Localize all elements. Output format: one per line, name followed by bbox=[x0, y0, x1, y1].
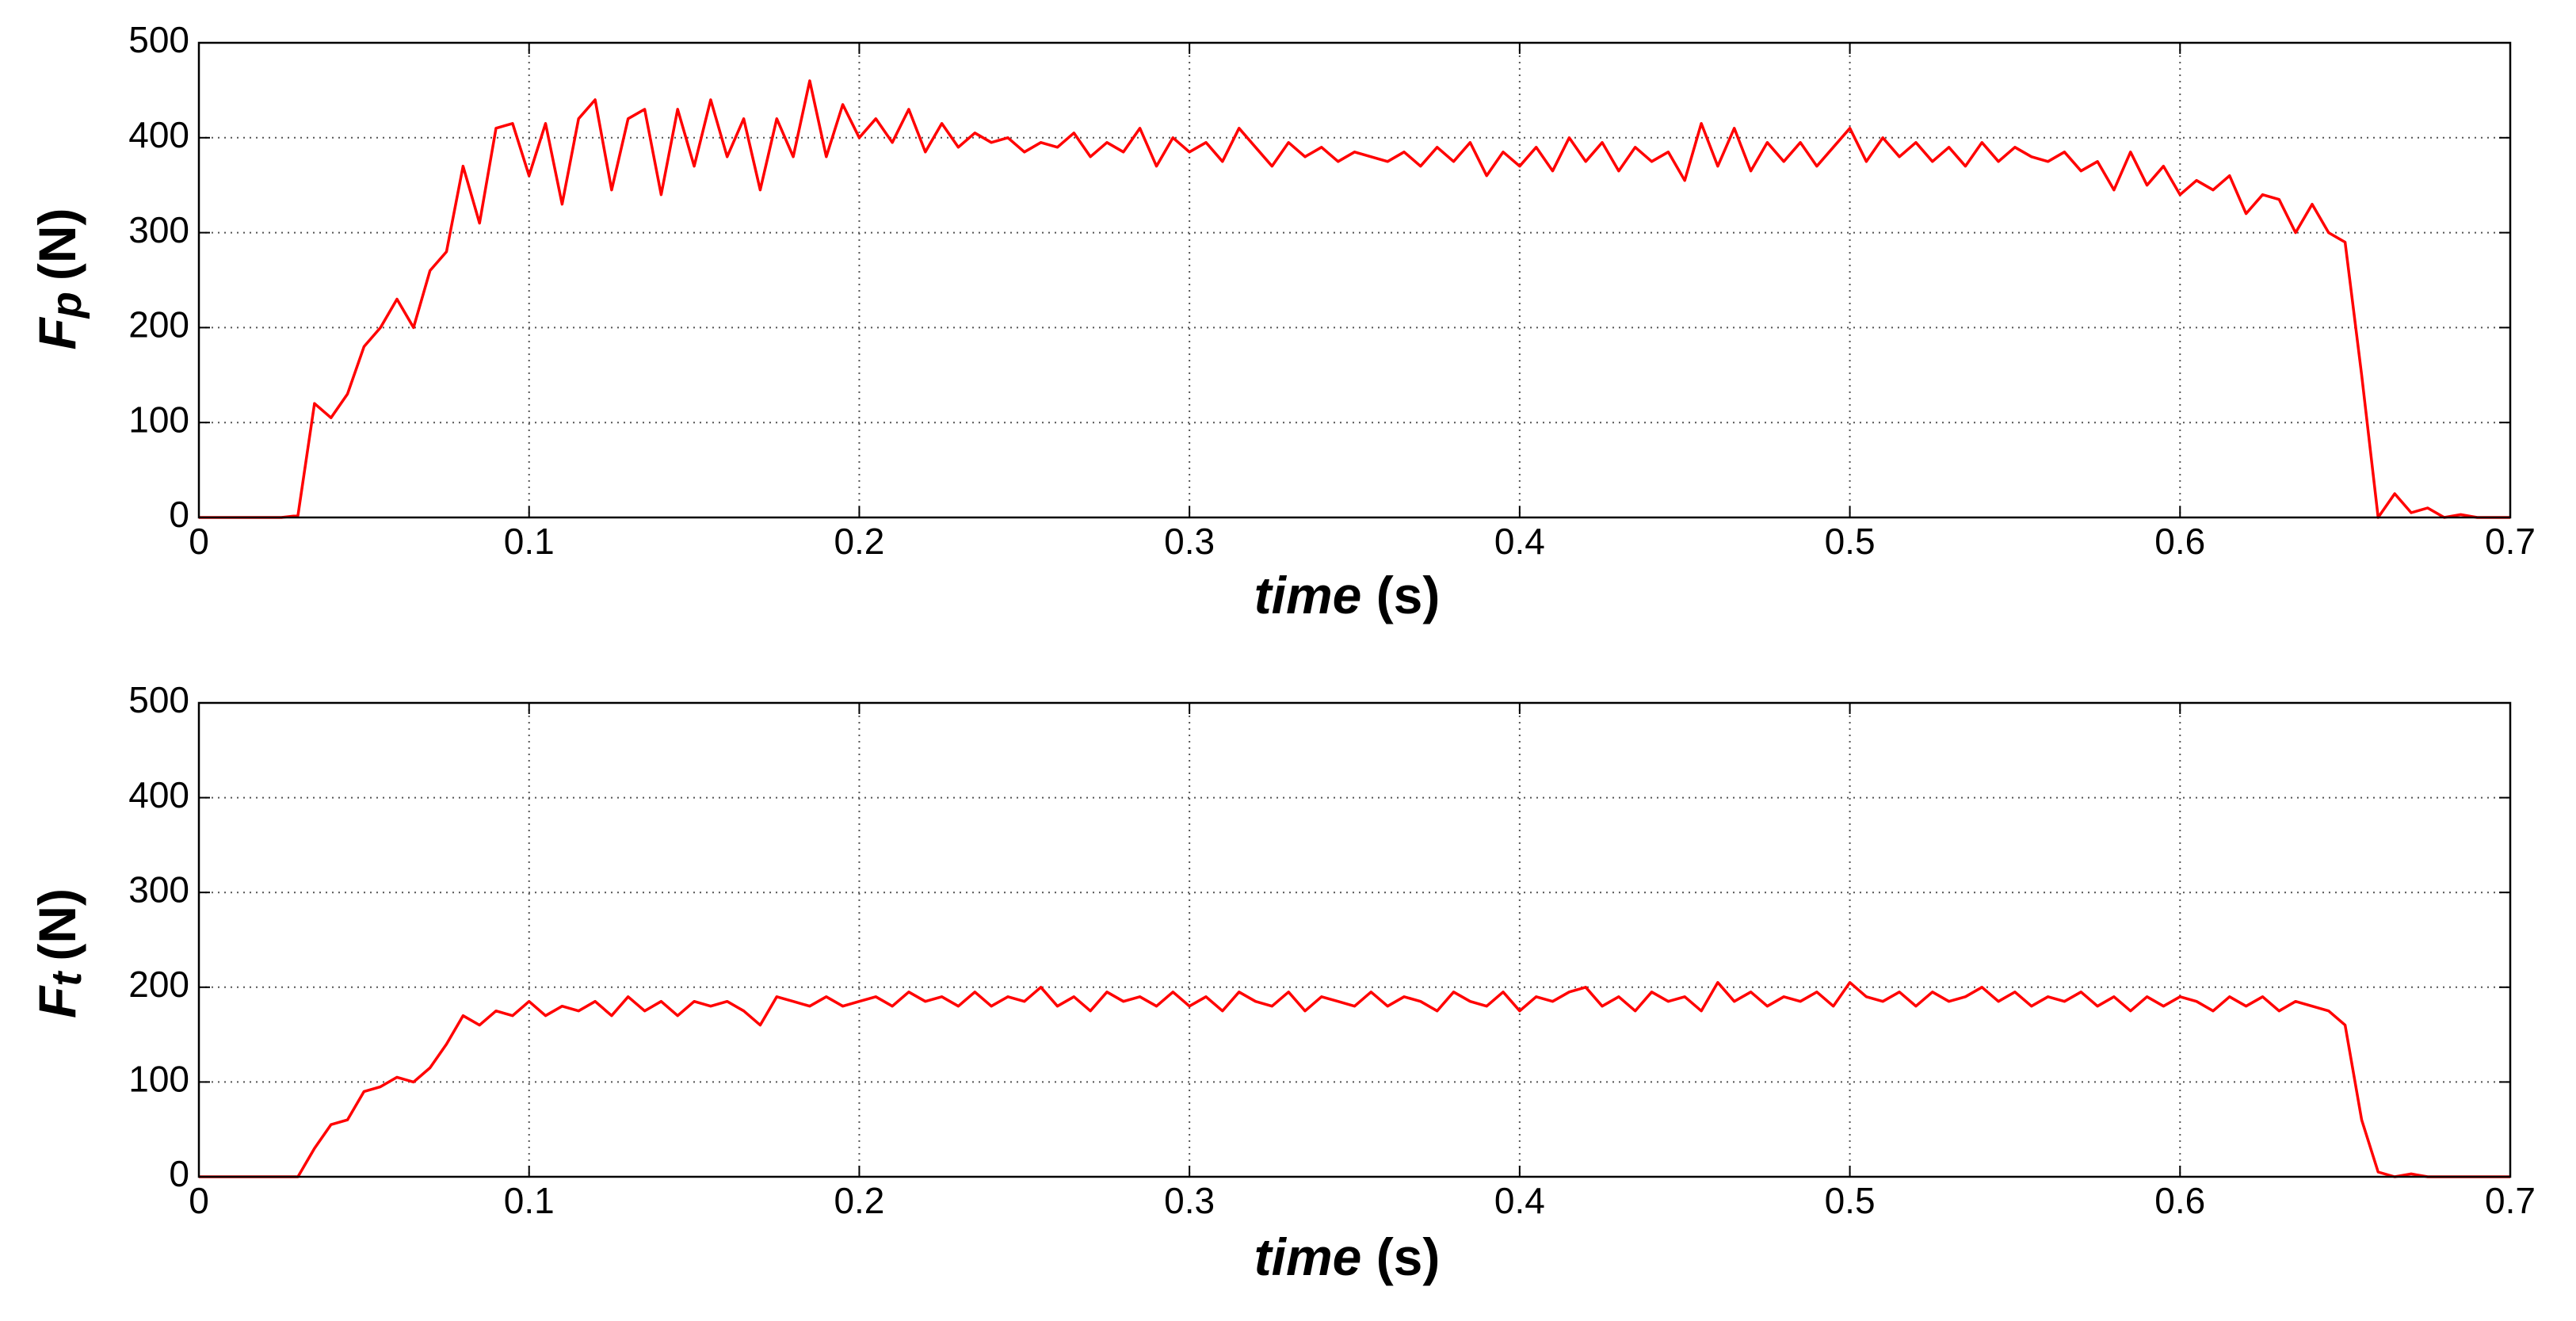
x-label-space bbox=[1361, 566, 1376, 624]
y-tick-label: 300 bbox=[128, 209, 189, 250]
y-label-subscript: t bbox=[43, 971, 90, 987]
y-tick-label: 400 bbox=[128, 114, 189, 155]
data-line bbox=[199, 981, 2510, 1178]
x-tick-label: 0.6 bbox=[2154, 1180, 2205, 1221]
x-tick-label: 0.6 bbox=[2154, 521, 2205, 562]
y-tick-label: 200 bbox=[128, 304, 189, 346]
x-axis-label: time (s) bbox=[1254, 1227, 1441, 1286]
x-tick-label: 0.2 bbox=[834, 1180, 884, 1221]
y-label-unit: (N) bbox=[28, 208, 86, 281]
y-label-symbol: F bbox=[28, 316, 86, 349]
x-tick-label: 0.5 bbox=[1825, 1180, 1876, 1221]
x-label-space bbox=[1361, 1227, 1376, 1286]
x-tick-label: 0.4 bbox=[1494, 1180, 1545, 1221]
y-tick-label: 100 bbox=[128, 399, 189, 440]
plot-frame bbox=[197, 41, 2512, 519]
x-label-variable: time bbox=[1254, 566, 1362, 624]
y-tick-label: 0 bbox=[169, 1153, 189, 1194]
x-label-variable: time bbox=[1254, 1227, 1362, 1286]
x-label-unit: (s) bbox=[1376, 566, 1441, 624]
y-axis-label: Fp (N) bbox=[28, 208, 90, 350]
y-tick-label: 400 bbox=[128, 774, 189, 815]
x-tick-label: 0.4 bbox=[1494, 521, 1545, 562]
x-tick-label: 0.7 bbox=[2485, 1180, 2536, 1221]
x-tick-label: 0.2 bbox=[834, 521, 884, 562]
x-tick-label: 0 bbox=[189, 1180, 209, 1221]
x-tick-label: 0.5 bbox=[1825, 521, 1876, 562]
y-tick-label: 100 bbox=[128, 1059, 189, 1100]
y-tick-label: 300 bbox=[128, 869, 189, 910]
y-tick-label: 0 bbox=[169, 494, 189, 535]
x-tick-label: 0.3 bbox=[1164, 1180, 1215, 1221]
x-tick-label: 0 bbox=[189, 521, 209, 562]
y-label-unit: (N) bbox=[28, 888, 86, 961]
x-tick-label: 0.1 bbox=[504, 1180, 555, 1221]
plot-area bbox=[199, 703, 2510, 1177]
plot-area bbox=[199, 43, 2510, 517]
x-tick-label: 0.7 bbox=[2485, 521, 2536, 562]
y-label-symbol: F bbox=[28, 985, 86, 1018]
y-tick-label: 500 bbox=[128, 19, 189, 60]
y-axis-label: Ft (N) bbox=[28, 888, 90, 1018]
x-tick-label: 0.1 bbox=[504, 521, 555, 562]
y-tick-label: 200 bbox=[128, 964, 189, 1005]
plot-frame bbox=[197, 701, 2512, 1178]
data-line bbox=[199, 79, 2510, 519]
x-tick-label: 0.3 bbox=[1164, 521, 1215, 562]
x-label-unit: (s) bbox=[1376, 1227, 1441, 1286]
x-axis-label: time (s) bbox=[1254, 566, 1441, 624]
y-label-subscript: p bbox=[43, 292, 90, 319]
y-tick-label: 500 bbox=[128, 679, 189, 720]
